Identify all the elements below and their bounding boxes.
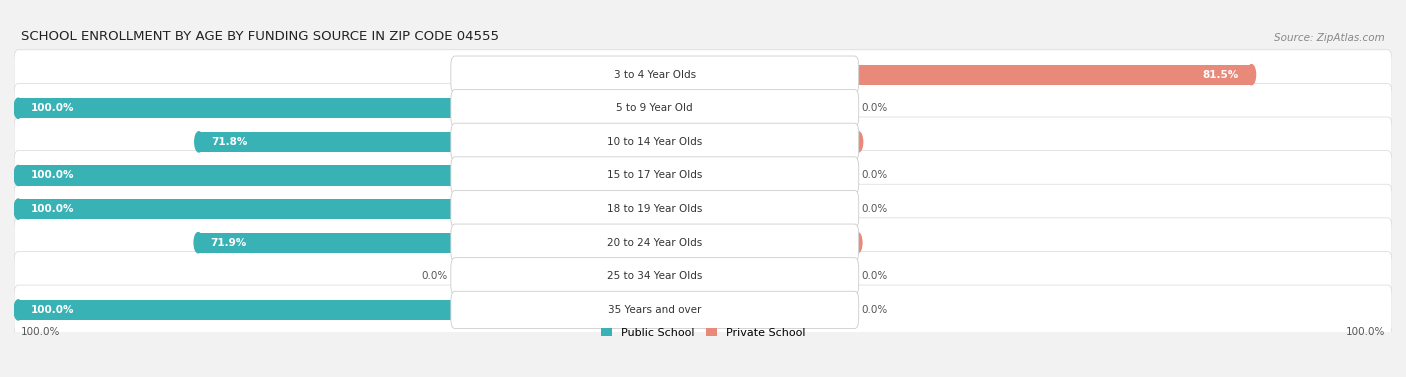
Text: 81.5%: 81.5%	[1202, 70, 1239, 80]
Text: 71.8%: 71.8%	[211, 137, 247, 147]
Text: SCHOOL ENROLLMENT BY AGE BY FUNDING SOURCE IN ZIP CODE 04555: SCHOOL ENROLLMENT BY AGE BY FUNDING SOUR…	[21, 30, 499, 43]
Circle shape	[14, 98, 22, 118]
FancyBboxPatch shape	[655, 64, 1251, 85]
FancyBboxPatch shape	[451, 291, 859, 329]
FancyBboxPatch shape	[198, 132, 655, 152]
Text: 71.9%: 71.9%	[211, 238, 247, 248]
Text: 5 to 9 Year Old: 5 to 9 Year Old	[616, 103, 693, 113]
FancyBboxPatch shape	[540, 64, 655, 85]
Text: Source: ZipAtlas.com: Source: ZipAtlas.com	[1274, 33, 1385, 43]
Circle shape	[14, 300, 22, 320]
Text: 0.0%: 0.0%	[862, 305, 887, 315]
FancyBboxPatch shape	[14, 184, 1392, 234]
Text: 0.0%: 0.0%	[862, 103, 887, 113]
Text: 100.0%: 100.0%	[31, 305, 75, 315]
Text: 100.0%: 100.0%	[21, 327, 60, 337]
Circle shape	[195, 132, 202, 152]
Text: 28.1%: 28.1%	[808, 238, 845, 248]
Text: 15 to 17 Year Olds: 15 to 17 Year Olds	[607, 170, 703, 181]
Circle shape	[194, 233, 202, 253]
FancyBboxPatch shape	[18, 98, 655, 118]
Text: 28.2%: 28.2%	[810, 137, 846, 147]
FancyBboxPatch shape	[451, 190, 859, 228]
FancyBboxPatch shape	[14, 151, 1392, 200]
FancyBboxPatch shape	[451, 224, 859, 261]
FancyBboxPatch shape	[14, 83, 1392, 133]
Legend: Public School, Private School: Public School, Private School	[600, 328, 806, 338]
Circle shape	[853, 233, 862, 253]
Text: 100.0%: 100.0%	[31, 103, 75, 113]
Text: 18.5%: 18.5%	[553, 70, 589, 80]
Circle shape	[1247, 64, 1256, 85]
Text: 0.0%: 0.0%	[862, 170, 887, 181]
FancyBboxPatch shape	[451, 56, 859, 93]
Text: 100.0%: 100.0%	[1346, 327, 1385, 337]
FancyBboxPatch shape	[14, 251, 1392, 301]
Circle shape	[14, 166, 22, 185]
Circle shape	[536, 64, 544, 85]
Text: 35 Years and over: 35 Years and over	[607, 305, 702, 315]
Text: 10 to 14 Year Olds: 10 to 14 Year Olds	[607, 137, 703, 147]
Text: 0.0%: 0.0%	[422, 271, 449, 281]
Text: 3 to 4 Year Olds: 3 to 4 Year Olds	[613, 70, 696, 80]
FancyBboxPatch shape	[14, 285, 1392, 335]
Text: 0.0%: 0.0%	[862, 271, 887, 281]
FancyBboxPatch shape	[655, 233, 858, 253]
Text: 0.0%: 0.0%	[862, 204, 887, 214]
Text: 100.0%: 100.0%	[31, 204, 75, 214]
FancyBboxPatch shape	[451, 90, 859, 127]
Circle shape	[14, 199, 22, 219]
FancyBboxPatch shape	[18, 300, 655, 320]
Text: 100.0%: 100.0%	[31, 170, 75, 181]
FancyBboxPatch shape	[451, 157, 859, 194]
Text: 18 to 19 Year Olds: 18 to 19 Year Olds	[607, 204, 703, 214]
FancyBboxPatch shape	[451, 257, 859, 295]
Circle shape	[855, 132, 863, 152]
FancyBboxPatch shape	[655, 132, 859, 152]
Text: 25 to 34 Year Olds: 25 to 34 Year Olds	[607, 271, 703, 281]
Text: 20 to 24 Year Olds: 20 to 24 Year Olds	[607, 238, 703, 248]
FancyBboxPatch shape	[18, 199, 655, 219]
FancyBboxPatch shape	[198, 233, 655, 253]
FancyBboxPatch shape	[451, 123, 859, 161]
FancyBboxPatch shape	[14, 50, 1392, 100]
FancyBboxPatch shape	[14, 218, 1392, 268]
FancyBboxPatch shape	[18, 166, 655, 185]
FancyBboxPatch shape	[14, 117, 1392, 167]
